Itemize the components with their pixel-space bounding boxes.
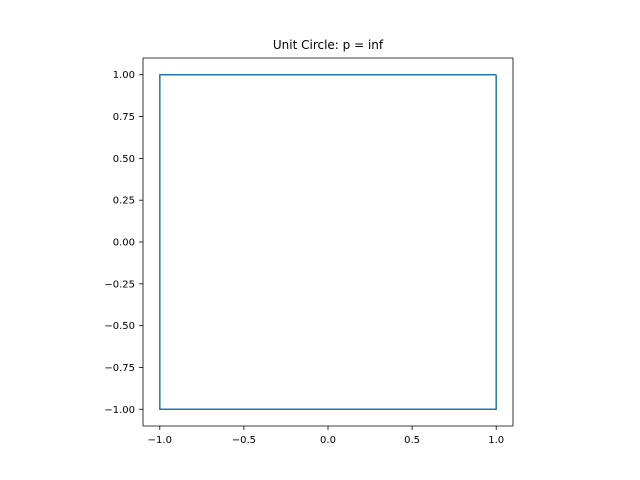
y-tick-label: 0.00 (113, 238, 135, 249)
plot-area: −1.0 −0.5 0.0 0.5 1.0 1.00 0.75 0.50 0.25 0.00 −0.… (104, 57, 514, 446)
y-tick-label: −0.75 (104, 363, 135, 374)
y-tick-label: 0.50 (113, 154, 135, 165)
y-tick-label: 1.00 (113, 70, 135, 81)
y-tick-label: −1.00 (104, 405, 135, 416)
y-tick-label: −0.25 (104, 279, 135, 290)
y-tick-label: −0.50 (104, 321, 135, 332)
series-line-0 (159, 73, 497, 411)
x-tick-label: 0.0 (320, 435, 336, 446)
x-tick-label: 1.0 (488, 435, 504, 446)
y-tick-label: 0.75 (113, 112, 135, 123)
chart-title: Unit Circle: p = inf (273, 38, 384, 52)
x-tick-label: −1.0 (148, 435, 172, 446)
y-tick-label: 0.25 (113, 196, 135, 207)
x-tick-label: −0.5 (232, 435, 256, 446)
x-tick-label: 0.5 (404, 435, 420, 446)
